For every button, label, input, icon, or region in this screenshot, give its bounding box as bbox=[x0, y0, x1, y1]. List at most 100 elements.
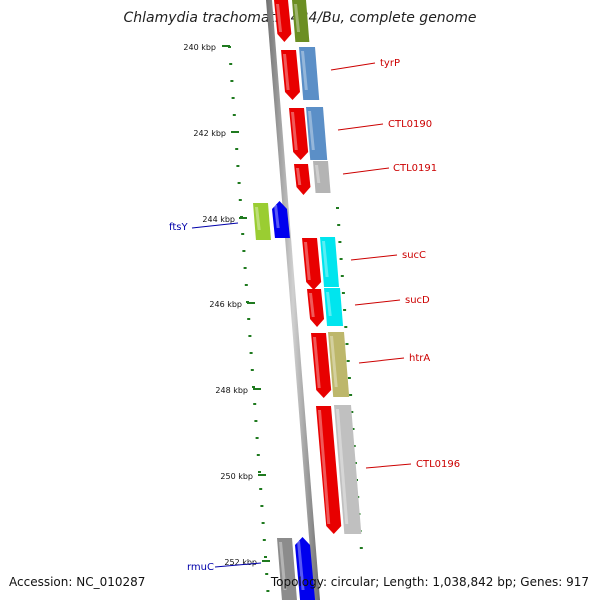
scale-dot bbox=[346, 360, 350, 362]
gene-block bbox=[274, 0, 292, 42]
scale-dot bbox=[266, 590, 270, 592]
scale-dot bbox=[262, 539, 266, 541]
scale-dot bbox=[255, 437, 259, 439]
scale-dot bbox=[351, 428, 355, 430]
gene-block bbox=[294, 164, 311, 195]
gene-label-sucD: sucD bbox=[405, 295, 430, 306]
scale-dot bbox=[241, 233, 245, 235]
gene-highlight bbox=[309, 293, 315, 317]
scale-dot bbox=[265, 573, 269, 575]
scale-dot bbox=[345, 343, 349, 345]
gene-label-sucC: sucC bbox=[402, 250, 426, 261]
genome-backbone bbox=[266, 0, 320, 600]
gene-highlight bbox=[279, 542, 287, 590]
scale-dot bbox=[250, 369, 254, 371]
gene-highlight bbox=[274, 205, 280, 228]
tick-label-248: 248 kbp bbox=[215, 386, 248, 395]
scale-dot bbox=[256, 454, 260, 456]
scale-dot bbox=[349, 394, 353, 396]
scale-dot bbox=[247, 318, 251, 320]
scale-dot bbox=[340, 275, 344, 277]
scale-dot bbox=[258, 471, 261, 473]
gene-block bbox=[306, 107, 328, 160]
gene-highlight bbox=[326, 292, 332, 316]
gene-features bbox=[253, 0, 362, 600]
scale-dot bbox=[238, 199, 242, 201]
gene-labels: tyrP CTL0190 CTL0191 ftsY sucC sucD htrA… bbox=[169, 58, 460, 573]
scale-dot bbox=[338, 241, 342, 243]
left-scale-axis bbox=[228, 46, 270, 592]
gene-highlight bbox=[301, 51, 308, 90]
scale-dot bbox=[243, 267, 247, 269]
genome-stats-text: Topology: circular; Length: 1,038,842 bp… bbox=[270, 575, 589, 589]
gene-highlight bbox=[296, 168, 302, 185]
scale-dot bbox=[236, 165, 240, 167]
gene-block bbox=[277, 538, 297, 600]
gene-block bbox=[320, 237, 339, 287]
gene-block bbox=[324, 288, 344, 326]
gene-label-CTL0191: CTL0191 bbox=[393, 163, 437, 174]
tick-labels: 240 kbp 242 kbp 244 kbp 246 kbp 248 kbp … bbox=[183, 43, 257, 567]
tick-label-242: 242 kbp bbox=[193, 129, 226, 138]
scale-dot bbox=[254, 420, 258, 422]
scale-dot bbox=[260, 505, 264, 507]
gene-block bbox=[334, 405, 362, 534]
tick-label-240: 240 kbp bbox=[183, 43, 216, 52]
gene-block bbox=[272, 201, 290, 238]
gene-block bbox=[253, 203, 271, 240]
scale-dot bbox=[229, 63, 233, 65]
scale-dot bbox=[259, 488, 263, 490]
tick-label-250: 250 kbp bbox=[220, 472, 253, 481]
scale-dot bbox=[248, 335, 252, 337]
gene-block bbox=[295, 537, 316, 600]
accession-text: Accession: NC_010287 bbox=[9, 575, 146, 589]
scale-dot bbox=[232, 114, 236, 116]
gene-highlight bbox=[308, 111, 315, 150]
gene-highlight bbox=[291, 112, 298, 150]
scale-dot bbox=[344, 326, 348, 328]
gene-block bbox=[302, 238, 322, 290]
gene-label-htrA: htrA bbox=[409, 353, 430, 364]
gene-block bbox=[307, 289, 325, 327]
gene-label-ftsY: ftsY bbox=[169, 222, 188, 233]
scale-dot bbox=[359, 547, 363, 549]
gene-highlight bbox=[294, 4, 301, 32]
major-ticks bbox=[222, 45, 270, 562]
gene-block bbox=[289, 108, 309, 160]
gene-block bbox=[313, 161, 331, 193]
gene-highlight bbox=[313, 337, 321, 388]
scale-dot bbox=[231, 97, 235, 99]
scale-dot bbox=[343, 309, 347, 311]
scale-dot bbox=[230, 80, 234, 82]
gene-highlight bbox=[297, 541, 305, 590]
tick-label-252: 252 kbp bbox=[224, 558, 257, 567]
gene-block bbox=[328, 332, 350, 397]
gene-block bbox=[311, 333, 332, 398]
scale-dot bbox=[242, 250, 246, 252]
scale-dot bbox=[249, 352, 253, 354]
tick-label-244: 244 kbp bbox=[202, 215, 235, 224]
scale-dot bbox=[339, 258, 343, 260]
gene-highlight bbox=[304, 242, 311, 280]
gene-label-tyrP: tyrP bbox=[380, 58, 400, 69]
gene-highlight bbox=[322, 241, 329, 277]
scale-dot bbox=[336, 207, 339, 209]
scale-dot bbox=[350, 411, 354, 413]
gene-block bbox=[316, 406, 342, 534]
gene-block bbox=[299, 47, 320, 100]
scale-dot bbox=[347, 377, 351, 379]
scale-dot bbox=[264, 556, 267, 558]
gene-highlight bbox=[336, 409, 349, 524]
scale-dot bbox=[244, 284, 248, 286]
scale-dot bbox=[337, 224, 341, 226]
gene-highlight bbox=[276, 4, 283, 32]
gene-highlight bbox=[315, 165, 321, 183]
gene-highlight bbox=[318, 410, 331, 524]
gene-highlight bbox=[255, 207, 261, 230]
scale-dot bbox=[253, 403, 257, 405]
gene-block bbox=[292, 0, 310, 42]
tick-label-246: 246 kbp bbox=[209, 300, 242, 309]
gene-label-CTL0190: CTL0190 bbox=[388, 119, 432, 130]
gene-label-rmuC: rmuC bbox=[187, 562, 214, 573]
